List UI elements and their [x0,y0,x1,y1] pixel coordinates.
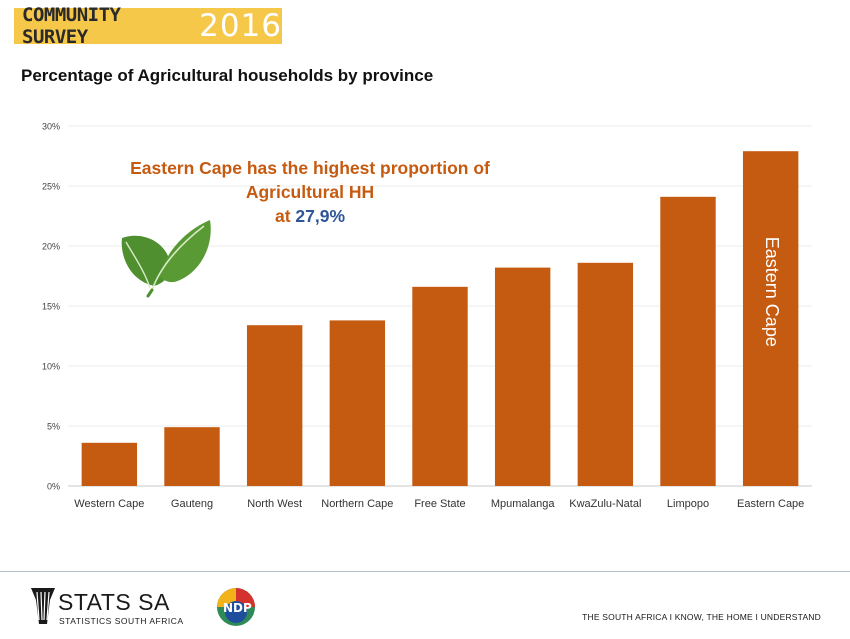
bar-western-cape [81,442,138,486]
y-tick-label: 25% [42,182,60,192]
y-axis: 0% 5% 10% 15% 20% 25% 30% [42,122,60,492]
bar-gauteng [164,427,220,486]
footer-tagline: THE SOUTH AFRICA I KNOW, THE HOME I UNDE… [582,612,821,622]
bar-free-state [412,286,468,486]
banner-year: 2016 [199,8,282,44]
bar-eastern-cape [742,151,799,486]
y-tick-label: 0% [47,482,60,492]
bar-annotations: Eastern Cape [762,237,782,347]
leaf-icon [121,220,211,298]
x-tick-label: Limpopo [667,498,709,510]
bar-limpopo [660,196,716,487]
y-tick-label: 15% [42,302,60,312]
bar-north-west [246,325,303,486]
callout-value: 27,9% [295,206,346,226]
ndp-logo-icon [217,588,255,626]
x-tick-label: Western Cape [74,498,144,510]
y-tick-label: 20% [42,242,60,252]
callout-line-3: at 27,9% [100,204,520,228]
footer-divider [0,571,850,572]
survey-banner: COMMUNITY SURVEY 2016 [14,4,282,48]
x-tick-label: North West [247,498,302,510]
x-tick-label: KwaZulu-Natal [569,498,641,510]
x-tick-label: Free State [414,498,465,510]
bar-annotation-label: Eastern Cape [762,237,782,347]
callout-prefix: at [274,206,296,226]
callout-line-1: Eastern Cape has the highest proportion … [130,158,490,178]
y-tick-label: 10% [42,362,60,372]
bar-northern-cape [329,320,386,486]
y-tick-label: 30% [42,122,60,132]
bar-kwazulu-natal [577,262,634,486]
bar-chart: 0% 5% 10% 15% 20% 25% 30% Western Cape Gauteng N… [42,122,812,510]
chart-title: Percentage of Agricultural households by… [21,66,434,85]
stats-sa-logo-icon [31,588,55,624]
footer: STATS SA STATISTICS SOUTH AFRICA NDP THE… [0,572,850,639]
ndp-label: NDP [223,601,252,615]
bars [81,151,799,487]
callout-line-2: Agricultural HH [245,182,375,202]
x-axis: Western Cape Gauteng North West Northern Ca… [74,498,804,510]
x-tick-label: Northern Cape [321,498,393,510]
highlight-callout: Eastern Cape has the highest proportion … [100,156,520,228]
org-subtitle: STATISTICS SOUTH AFRICA [59,616,184,626]
y-tick-label: 5% [47,422,60,432]
x-tick-label: Mpumalanga [491,498,555,510]
x-tick-label: Eastern Cape [737,498,804,510]
banner-title: COMMUNITY SURVEY [22,4,121,48]
org-name: STATS SA [58,589,170,615]
bar-mpumalanga [494,267,551,486]
x-tick-label: Gauteng [171,498,213,510]
